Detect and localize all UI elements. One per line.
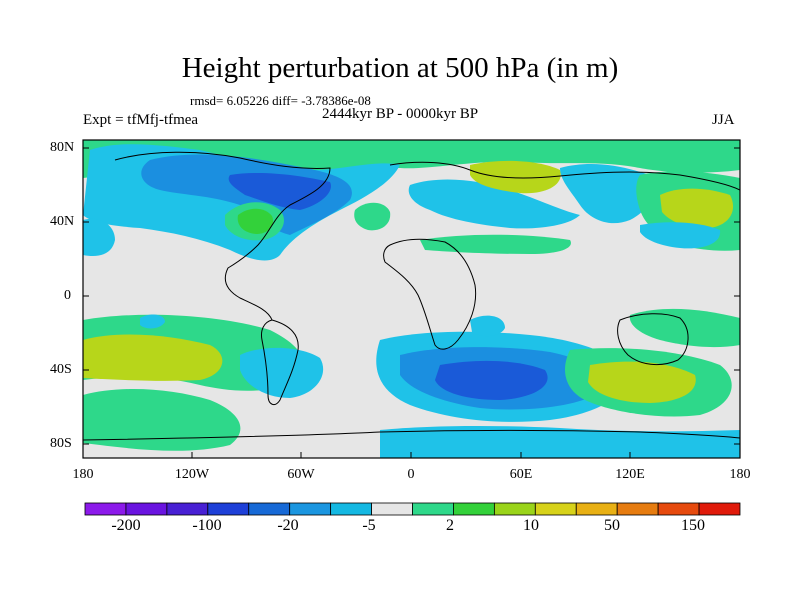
- north-america-coast: [114, 151, 331, 321]
- experiment-label: Expt = tfMfj-tfmea: [83, 112, 199, 128]
- map-title: Height perturbation at 500 hPa (in m): [181, 52, 619, 84]
- eurasia-coast: [389, 161, 740, 191]
- contour-pacific-green: [629, 308, 740, 348]
- colorbar-swatch: [371, 502, 413, 516]
- colorbar-swatch: [453, 502, 495, 516]
- colorbar-swatch: [207, 502, 250, 516]
- colorbar-label: -5: [362, 517, 376, 534]
- colorbar-swatch: [84, 502, 127, 516]
- contour-indianocean-darkblue: [435, 360, 548, 400]
- lon-label: 120E: [615, 467, 645, 482]
- colorbar-label: 150: [681, 517, 705, 534]
- colorbar-swatch: [289, 502, 332, 516]
- colorbar-swatch: [657, 502, 700, 516]
- colorbar-swatch: [534, 502, 577, 516]
- australia-coast: [617, 313, 689, 366]
- colorbar-swatch: [125, 502, 168, 516]
- colorbar-label: 2: [446, 517, 454, 534]
- colorbar-label: 10: [523, 517, 539, 534]
- lat-label: 40N: [50, 214, 75, 229]
- colorbar-swatch: [493, 502, 536, 516]
- season-label: JJA: [712, 112, 735, 128]
- colorbar-swatch: [166, 502, 209, 516]
- antarctica-coast: [83, 430, 740, 441]
- lon-label: 0: [407, 467, 415, 482]
- colorbar-swatch: [575, 502, 618, 516]
- contour-field: [83, 140, 740, 458]
- contour-europe-lightblue: [408, 179, 580, 229]
- south-america-coast: [261, 319, 299, 406]
- contour-south-pacific-yellowgreen: [83, 334, 223, 381]
- colorbar-swatch: [330, 502, 372, 516]
- contour-pacific-lightblue: [83, 218, 115, 257]
- contour-southamerica-lightblue: [240, 347, 324, 398]
- colorbar-swatch: [698, 502, 741, 516]
- lat-label: 80N: [50, 140, 75, 155]
- contour-siberia-lightblue: [560, 164, 654, 224]
- period-text: 2444kyr BP - 0000kyr BP: [322, 106, 479, 122]
- africa-coast: [383, 238, 477, 350]
- lat-label: 80S: [50, 436, 72, 451]
- contour-green-atlantic: [354, 202, 391, 231]
- lon-label: 180: [729, 467, 751, 482]
- contour-band-canada-darkblue: [228, 172, 331, 210]
- lon-label: 120W: [174, 467, 210, 482]
- lon-label: 180: [72, 467, 94, 482]
- stats-text: rmsd= 6.05226 diff= -3.78386e-08: [190, 93, 371, 108]
- colorbar-swatch: [412, 502, 454, 516]
- contour-africa-green: [420, 234, 571, 254]
- lat-label: 0: [64, 288, 71, 303]
- colorbar-label: 50: [604, 517, 620, 534]
- colorbar-label: -100: [192, 517, 222, 534]
- contour-green-us-core: [237, 208, 274, 234]
- lon-label: 60E: [509, 467, 533, 482]
- colorbar: [84, 502, 741, 516]
- axis-ticks: [82, 147, 741, 458]
- contour-eastasia-yellowgreen: [660, 188, 734, 229]
- contour-madagascar-lightblue: [470, 315, 505, 337]
- contour-southpole-green: [83, 388, 241, 451]
- coastlines: [83, 151, 740, 441]
- colorbar-label: -20: [277, 517, 299, 534]
- contour-scandinavia-yellowgreen: [470, 160, 561, 194]
- contour-antarctic-lightblue: [380, 425, 740, 458]
- lon-label: 60W: [287, 467, 315, 482]
- contour-small-lightblue: [140, 314, 165, 329]
- colorbar-swatch: [616, 502, 659, 516]
- contour-australia-yellowgreen: [588, 361, 696, 403]
- colorbar-label: -200: [111, 517, 141, 534]
- contour-asia-lightblue: [640, 222, 721, 249]
- lat-label: 40S: [50, 362, 72, 377]
- colorbar-swatch: [248, 502, 291, 516]
